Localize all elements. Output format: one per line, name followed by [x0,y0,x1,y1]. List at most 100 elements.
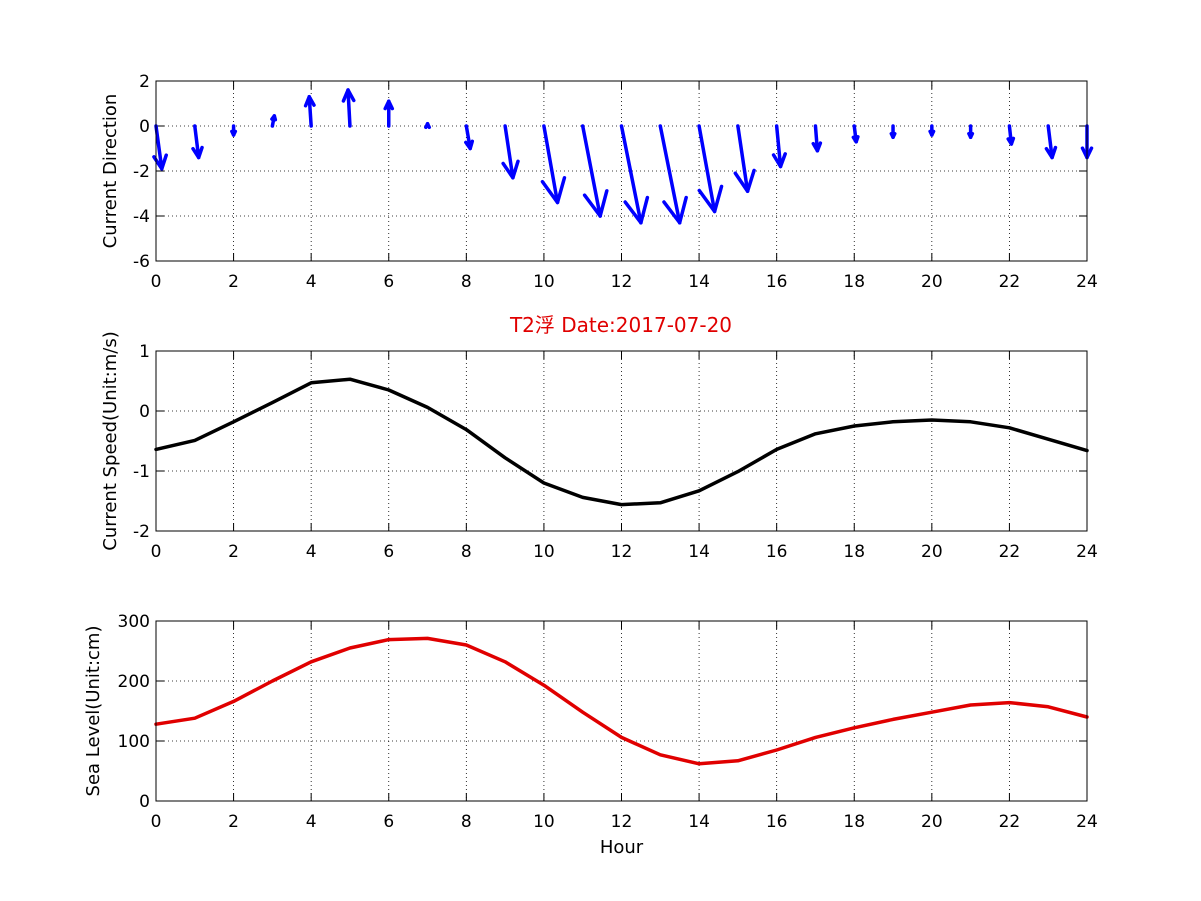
x-tick-label: 12 [611,272,633,292]
arrow-head [383,99,395,111]
arrow-shaft [307,95,313,128]
x-tick-label: 16 [766,272,788,292]
arrow-shaft [813,124,820,153]
arrow-shaft [736,124,750,193]
current-vector-arrow [619,124,650,225]
current-vector-arrow [152,124,168,171]
arrow-head [1006,136,1016,146]
x-tick-label: 22 [999,542,1021,562]
current-vector-arrow [851,124,860,144]
y-tick-label: 0 [139,402,150,422]
current-vector-arrow [580,124,609,218]
y-axis-label: Current Speed(Unit:m/s) [100,331,121,550]
arrow-head [623,195,650,225]
plot-frame [155,350,1088,532]
current-vector-arrow [733,124,756,193]
x-tick-label: 4 [306,542,317,562]
arrow-head [771,152,787,169]
current-vector-arrow [540,124,567,205]
y-tick-label: 200 [118,672,150,692]
current-vector-arrow [967,124,975,139]
x-tick-label: 24 [1076,272,1098,292]
y-tick-label: -2 [133,522,150,542]
y-tick-label: 300 [118,612,150,632]
arrow-head [851,135,860,144]
arrow-shaft [774,124,783,169]
current-vector-arrow [464,124,475,151]
current-vector-arrow [771,124,787,169]
arrow-shaft [346,88,352,128]
y-tick-label: 0 [139,792,150,812]
x-axis-label: Hour [600,837,644,858]
arrow-shaft [154,124,164,171]
x-tick-label: 24 [1076,812,1098,832]
arrow-shaft [193,124,201,160]
x-tick-label: 18 [843,542,865,562]
x-tick-label: 6 [383,542,394,562]
x-tick-label: 16 [766,812,788,832]
current-vector-arrow [501,124,520,180]
x-tick-label: 2 [228,812,239,832]
arrow-head [501,159,520,180]
arrow-shaft [542,124,560,205]
current-vector-arrow [1006,124,1016,146]
x-tick-label: 0 [151,542,162,562]
arrow-shaft [503,124,515,180]
x-tick-label: 18 [843,812,865,832]
arrow-head [230,129,238,137]
y-axis-label: Sea Level(Unit:cm) [83,626,104,797]
x-tick-label: 2 [228,272,239,292]
x-tick-label: 16 [766,542,788,562]
current-vector-arrow [230,124,238,137]
x-tick-label: 22 [999,812,1021,832]
arrow-head [270,114,278,122]
arrow-head [662,195,688,225]
x-tick-label: 10 [533,272,555,292]
arrow-head [582,189,609,218]
current-vector-arrow [341,88,356,128]
x-tick-label: 4 [306,272,317,292]
current-vector-arrow [1044,124,1058,160]
y-axis-label: Current Direction [100,94,121,249]
current-vector-arrow [303,95,316,128]
current-vector-arrow [658,124,688,225]
x-tick-label: 14 [688,542,710,562]
x-tick-label: 12 [611,542,633,562]
x-tick-label: 4 [306,812,317,832]
arrow-head [152,153,168,171]
plot-frame [155,620,1088,802]
arrow-head [697,184,724,214]
arrow-head [928,129,936,137]
arrow-head [811,141,823,153]
current-vector-arrow [424,122,432,130]
arrow-shaft [658,124,682,225]
current-vector-arrow [191,124,204,160]
arrow-head [967,131,975,139]
current-vector-arrow [928,124,936,137]
arrow-head [733,168,756,193]
x-tick-label: 8 [461,272,472,292]
arrow-head [540,176,567,205]
figure-title: T2浮 Date:2017-07-20 [509,313,732,337]
y-tick-label: 2 [139,72,150,92]
current-vector-arrow [270,114,278,128]
arrow-head [341,88,356,103]
arrow-head [1044,145,1058,160]
x-tick-label: 20 [921,812,943,832]
y-tick-label: 100 [118,732,150,752]
y-tick-label: 0 [139,117,150,137]
x-tick-label: 6 [383,272,394,292]
x-tick-label: 14 [688,272,710,292]
x-tick-label: 12 [611,812,633,832]
x-tick-label: 10 [533,542,555,562]
x-tick-label: 10 [533,812,555,832]
arrow-shaft [697,124,717,214]
current-vector-arrow [811,124,823,153]
x-tick-label: 20 [921,542,943,562]
arrow-head [889,131,897,139]
arrow-head [191,145,204,160]
